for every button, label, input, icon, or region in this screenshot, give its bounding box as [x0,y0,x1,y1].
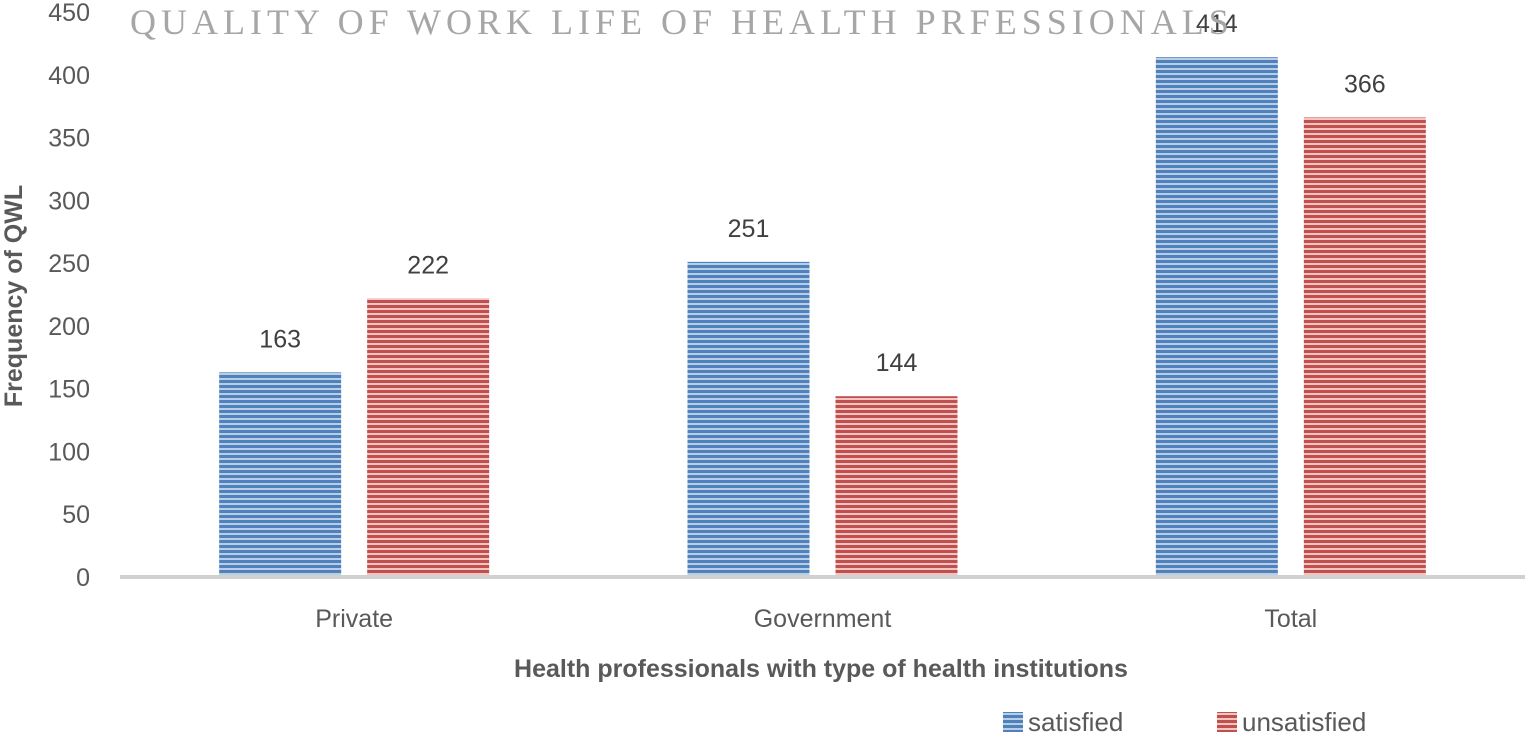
y-tick-label: 150 [48,376,90,404]
legend-swatch-unsatisfied [1217,712,1237,732]
x-axis-title: Health professionals with type of health… [514,655,1128,683]
bar-satisfied-total [1155,57,1278,577]
bar-satisfied-government [687,261,810,577]
y-tick-label: 250 [48,250,90,278]
data-label-satisfied-government: 251 [728,215,770,243]
data-label-unsatisfied-government: 144 [876,349,918,377]
legend-swatch-satisfied [1003,712,1023,732]
y-axis-title: Frequency of QWL [0,185,28,407]
legend-label-satisfied: satisfied [1028,707,1123,733]
bar-unsatisfied-government [835,396,958,577]
legend-label-unsatisfied: unsatisfied [1242,707,1366,733]
chart-title: QUALITY OF WORK LIFE OF HEALTH PRFESSION… [130,2,1234,42]
data-label-unsatisfied-total: 366 [1344,70,1386,98]
x-tick-label: Private [315,605,393,633]
x-tick-label: Government [754,605,892,633]
y-tick-label: 100 [48,438,90,466]
y-tick-label: 200 [48,313,90,341]
y-tick-label: 300 [48,187,90,215]
y-tick-label: 50 [62,501,90,529]
y-tick-label: 0 [76,564,90,592]
x-tick-label: Total [1264,605,1317,633]
legend: satisfied unsatisfied [1003,707,1366,733]
y-tick-label: 400 [48,62,90,90]
data-label-unsatisfied-private: 222 [407,251,449,279]
y-tick-label: 350 [48,125,90,153]
data-label-satisfied-total: 414 [1196,10,1238,38]
bar-unsatisfied-total [1303,117,1426,577]
bar-unsatisfied-private [367,298,490,577]
y-tick-label: 450 [48,0,90,27]
bar-satisfied-private [219,372,342,577]
data-label-satisfied-private: 163 [259,325,301,353]
